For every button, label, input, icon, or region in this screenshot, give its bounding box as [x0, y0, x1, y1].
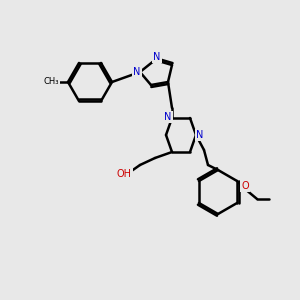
Text: N: N — [196, 130, 204, 140]
Text: OH: OH — [116, 169, 131, 179]
Text: N: N — [164, 112, 172, 122]
Text: N: N — [133, 67, 141, 77]
Text: CH₃: CH₃ — [43, 77, 59, 86]
Text: N: N — [153, 52, 161, 62]
Text: O: O — [241, 181, 249, 191]
